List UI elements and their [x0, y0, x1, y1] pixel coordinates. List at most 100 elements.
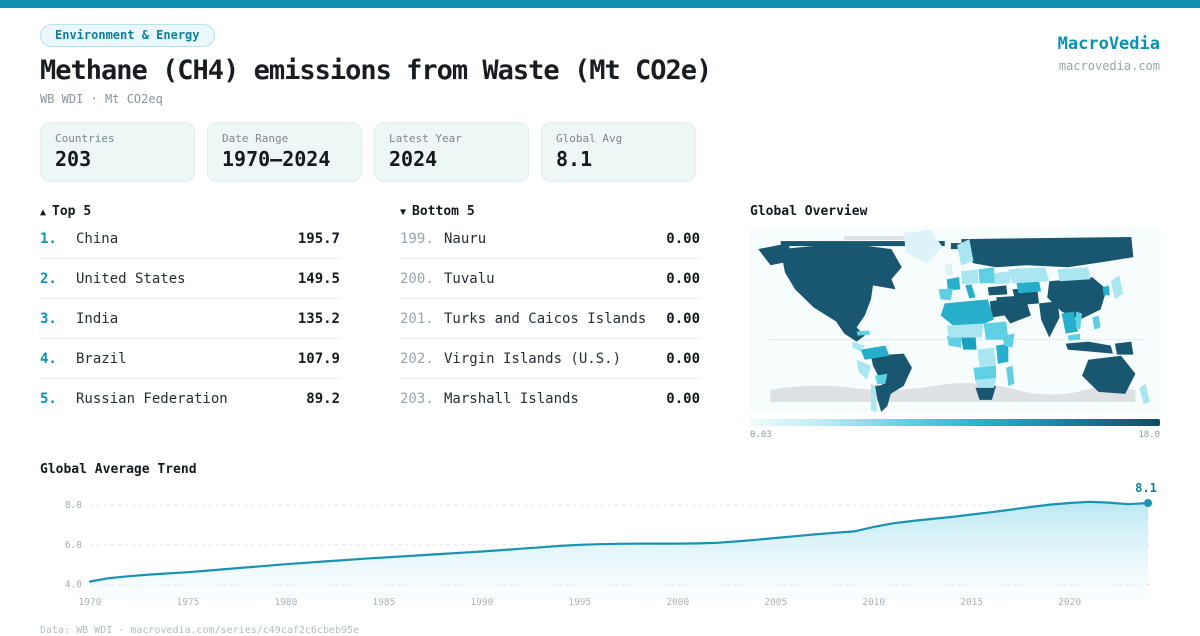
- map-regions-light: [852, 239, 1150, 412]
- stat-value: 203: [55, 147, 92, 171]
- rank-number: 203.: [400, 391, 434, 407]
- country-value: 0.00: [666, 391, 700, 407]
- country-value: 89.2: [306, 391, 340, 407]
- country-value: 0.00: [666, 230, 700, 247]
- stat-value: 2024: [389, 147, 438, 171]
- y-tick-label: 4.0: [65, 580, 82, 591]
- stat-label: Countries: [55, 132, 115, 145]
- map-regions-deep: [961, 335, 977, 350]
- rank-number: 200.: [400, 270, 434, 287]
- rank-number: 3.: [40, 310, 57, 327]
- rank-number: 4.: [40, 350, 57, 367]
- list-item: 203. Marshall Islands 0.00: [400, 379, 700, 419]
- country-value: 0.00: [666, 350, 700, 367]
- country-name: Nauru: [444, 230, 487, 247]
- main-content: ▲ Top 5 1. China 195.7 2. United States 1…: [40, 204, 1160, 440]
- rank-number: 202.: [400, 350, 434, 367]
- x-tick-label: 2010: [862, 597, 885, 608]
- bottom5-header: ▼ Bottom 5: [400, 204, 700, 219]
- map-region-nodata: [770, 236, 1136, 402]
- trend-area-fill: [90, 501, 1148, 599]
- bottom5-panel: ▼ Bottom 5 199. Nauru 0.00 200. Tuvalu 0.…: [400, 204, 700, 440]
- x-tick-label: 2005: [764, 597, 787, 608]
- rank-number: 1.: [40, 230, 57, 247]
- map-regions-darkest: [758, 237, 1136, 412]
- stat-label: Date Range: [222, 132, 289, 145]
- x-tick-label: 2000: [666, 597, 689, 608]
- stat-value: 1970–2024: [222, 147, 331, 171]
- brand-block: MacroVedia macrovedia.com: [1058, 24, 1160, 73]
- list-item: 199. Nauru 0.00: [400, 219, 700, 259]
- stat-value: 8.1: [556, 147, 593, 171]
- top5-panel: ▲ Top 5 1. China 195.7 2. United States 1…: [40, 204, 340, 440]
- triangle-up-icon: ▲: [40, 207, 47, 218]
- list-item: 5. Russian Federation 89.2: [40, 379, 340, 419]
- world-map-choropleth: [750, 227, 1160, 413]
- country-name: Marshall Islands: [444, 391, 579, 407]
- top5-title: Top 5: [52, 204, 92, 219]
- triangle-down-icon: ▼: [400, 207, 407, 218]
- page: Environment & Energy Methane (CH4) emiss…: [0, 8, 1200, 636]
- rank-number: 199.: [400, 230, 434, 247]
- country-name: Brazil: [76, 350, 127, 367]
- list-item: 3. India 135.2: [40, 299, 340, 339]
- y-tick-label: 6.0: [65, 540, 82, 551]
- map-regions-palest: [903, 230, 953, 276]
- scale-min-label: 0.03: [750, 430, 772, 440]
- x-tick-label: 1980: [274, 597, 297, 608]
- x-tick-label: 2015: [960, 597, 983, 608]
- x-tick-label: 1985: [372, 597, 395, 608]
- stat-label: Latest Year: [389, 132, 462, 145]
- x-tick-label: 2020: [1058, 597, 1081, 608]
- bottom5-title: Bottom 5: [412, 204, 475, 219]
- list-item: 4. Brazil 107.9: [40, 339, 340, 379]
- trend-end-dot: [1144, 499, 1152, 507]
- country-name: Virgin Islands (U.S.): [444, 350, 622, 367]
- brand-domain: macrovedia.com: [1058, 59, 1160, 73]
- country-name: China: [76, 230, 119, 247]
- header-left: Environment & Energy Methane (CH4) emiss…: [40, 24, 712, 106]
- country-name: United States: [76, 270, 186, 287]
- rank-number: 2.: [40, 270, 57, 287]
- country-value: 135.2: [297, 310, 340, 327]
- scale-max-label: 18.0: [1138, 430, 1160, 440]
- list-item: 201. Turks and Caicos Islands 0.00: [400, 299, 700, 339]
- stat-card-latest-year: Latest Year 2024: [374, 122, 529, 182]
- x-tick-label: 1970: [79, 597, 102, 608]
- rank-number: 5.: [40, 391, 57, 407]
- page-subtitle: WB WDI · Mt CO2eq: [40, 92, 163, 106]
- brand-name: MacroVedia: [1057, 34, 1160, 54]
- y-tick-label: 8.0: [65, 500, 82, 511]
- stats-row: Countries 203 Date Range 1970–2024 Lates…: [40, 122, 1160, 182]
- stat-label: Global Avg: [556, 132, 623, 145]
- country-name: Russian Federation: [76, 391, 228, 407]
- country-value: 195.7: [297, 230, 340, 247]
- trend-title: Global Average Trend: [40, 462, 197, 477]
- list-item: 200. Tuvalu 0.00: [400, 259, 700, 299]
- color-scale-bar: [750, 419, 1160, 426]
- x-tick-label: 1995: [568, 597, 591, 608]
- country-value: 0.00: [666, 310, 700, 327]
- footer-attribution: Data: WB WDI · macrovedia.com/series/c49…: [40, 625, 360, 636]
- map-regions-cyan: [856, 267, 1101, 386]
- x-tick-label: 1975: [177, 597, 200, 608]
- category-badge: Environment & Energy: [40, 24, 215, 47]
- rank-number: 201.: [400, 310, 434, 327]
- x-tick-label: 1990: [470, 597, 493, 608]
- trend-panel: Global Average Trend 4.0 6.0 8.0 1970 1975 19…: [40, 462, 1160, 611]
- trend-line: [88, 500, 1150, 583]
- trend-end-label: 8.1: [1135, 483, 1157, 495]
- country-name: India: [76, 310, 119, 327]
- map-title: Global Overview: [750, 204, 868, 219]
- trend-area-chart: 4.0 6.0 8.0 1970 1975 1980 1985 1990 1995 2000 200…: [65, 483, 1157, 608]
- country-value: 149.5: [297, 270, 340, 287]
- country-value: 107.9: [297, 350, 340, 367]
- top5-header: ▲ Top 5: [40, 204, 340, 219]
- country-name: Turks and Caicos Islands: [444, 310, 647, 327]
- list-item: 2. United States 149.5: [40, 259, 340, 299]
- page-title: Methane (CH4) emissions from Waste (Mt C…: [40, 55, 712, 86]
- list-item: 202. Virgin Islands (U.S.) 0.00: [400, 339, 700, 379]
- map-panel: Global Overview: [750, 204, 1160, 440]
- stat-card-global-avg: Global Avg 8.1: [541, 122, 696, 182]
- top-accent-bar: [0, 0, 1200, 8]
